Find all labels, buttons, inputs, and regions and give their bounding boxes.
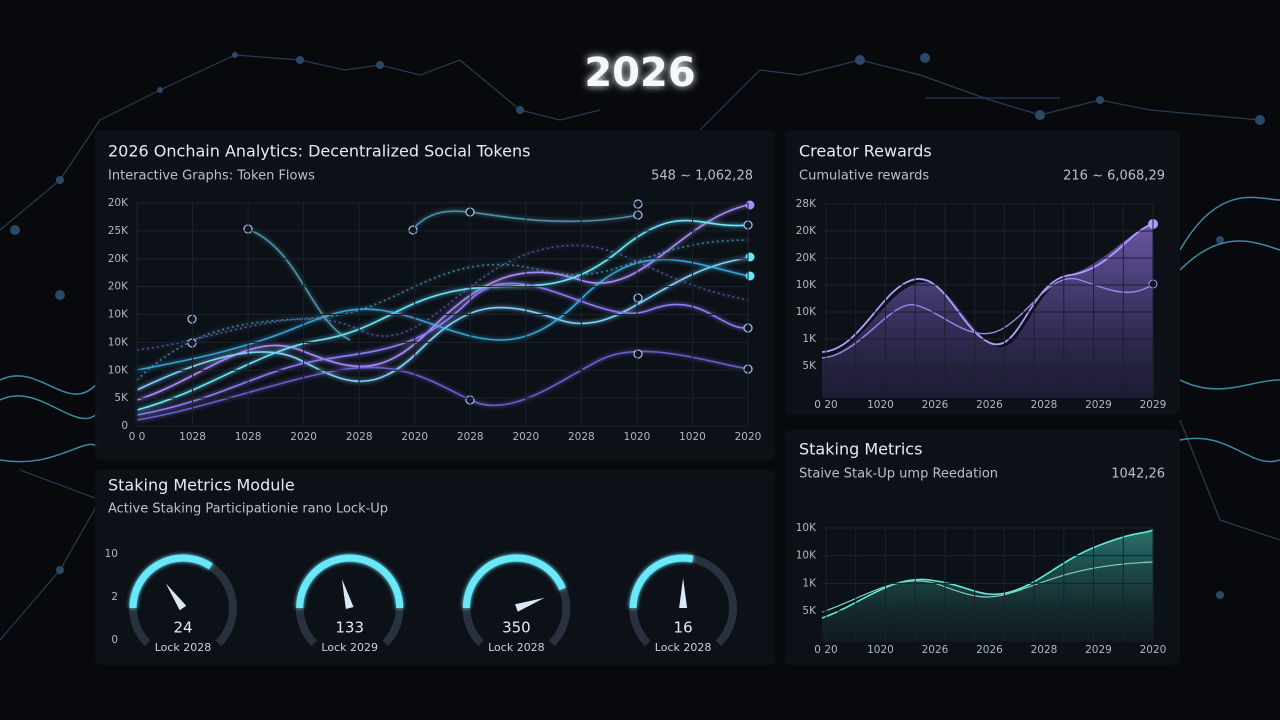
token-flow-lines bbox=[136, 204, 749, 421]
y-tick-label: 1K bbox=[802, 333, 817, 345]
y-tick-label: 5K bbox=[802, 605, 817, 617]
gauge-arc bbox=[296, 554, 404, 609]
x-tick-label: 1028 bbox=[179, 431, 206, 443]
x-tick-label: 0 0 bbox=[129, 431, 146, 443]
y-tick-label: 20K bbox=[108, 197, 129, 209]
y-tick-label: 10K bbox=[108, 336, 129, 348]
page-title: 2026 bbox=[584, 50, 695, 96]
panel-subtitle: Active Staking Participationie rano Lock… bbox=[108, 502, 388, 517]
y-tick-label: 25K bbox=[108, 225, 129, 237]
x-tick-label: 2020 bbox=[735, 431, 762, 443]
x-tick-label: 2028 bbox=[568, 431, 595, 443]
y-tick-label: 20K bbox=[796, 252, 817, 264]
gauge-value: 24 bbox=[173, 619, 192, 637]
y-tick-label: 20K bbox=[108, 253, 129, 265]
background-waves bbox=[0, 196, 1280, 463]
x-tick-label: 1020 bbox=[867, 644, 894, 656]
panel bbox=[95, 470, 775, 665]
gauge-value: 16 bbox=[674, 619, 693, 637]
y-tick-label: 2 bbox=[111, 591, 118, 603]
x-tick-label: 1020 bbox=[679, 431, 706, 443]
y-tick-label: 28K bbox=[796, 198, 817, 210]
y-tick-label: 1K bbox=[802, 577, 817, 589]
panel-title: Staking Metrics bbox=[799, 440, 922, 459]
y-tick-label: 5K bbox=[114, 392, 129, 404]
y-tick-label: 10K bbox=[108, 364, 129, 376]
y-tick-label: 10K bbox=[796, 550, 817, 562]
x-tick-label: 2020 bbox=[401, 431, 428, 443]
gauge-needle bbox=[679, 578, 688, 608]
x-tick-label: 0 20 bbox=[814, 399, 837, 411]
gauge-value: 133 bbox=[335, 619, 364, 637]
x-tick-label: 2026 bbox=[922, 644, 949, 656]
gauge-label: Lock 2028 bbox=[655, 641, 712, 654]
panel-range: 1042,26 bbox=[1111, 467, 1165, 482]
x-tick-label: 2029 bbox=[1085, 644, 1112, 656]
panel-subtitle: Interactive Graphs: Token Flows bbox=[108, 169, 315, 184]
panel-title: 2026 Onchain Analytics: Decentralized So… bbox=[108, 142, 530, 161]
panel bbox=[95, 130, 775, 460]
y-tick-label: 10 bbox=[105, 548, 118, 560]
gauge-label: Lock 2029 bbox=[321, 641, 378, 654]
x-tick-label: 2028 bbox=[457, 431, 484, 443]
gauge-needle bbox=[515, 597, 545, 612]
x-tick-label: 1020 bbox=[867, 399, 894, 411]
panel-subtitle: Staive Stak-Up ump Reedation bbox=[799, 467, 998, 482]
y-tick-label: 10K bbox=[796, 279, 817, 291]
x-tick-label: 2026 bbox=[976, 644, 1003, 656]
gauge-label: Lock 2028 bbox=[488, 641, 545, 654]
x-tick-label: 2020 bbox=[1140, 644, 1167, 656]
y-tick-label: 20K bbox=[108, 281, 129, 293]
gauge-arc bbox=[462, 554, 566, 609]
panel-range: 548 ~ 1,062,28 bbox=[651, 169, 753, 184]
x-tick-label: 2028 bbox=[346, 431, 373, 443]
x-tick-label: 2020 bbox=[290, 431, 317, 443]
x-tick-label: 2026 bbox=[922, 399, 949, 411]
panel-title: Staking Metrics Module bbox=[108, 476, 295, 495]
y-tick-label: 5K bbox=[802, 360, 817, 372]
x-tick-label: 1028 bbox=[235, 431, 262, 443]
labels: 2026 Onchain Analytics: Decentralized So… bbox=[105, 142, 1167, 657]
y-tick-label: 10K bbox=[796, 306, 817, 318]
x-tick-label: 2020 bbox=[512, 431, 539, 443]
gauge-label: Lock 2028 bbox=[155, 641, 212, 654]
y-tick-label: 20K bbox=[796, 225, 817, 237]
panel-title: Creator Rewards bbox=[799, 142, 932, 161]
x-tick-label: 2028 bbox=[1031, 644, 1058, 656]
gauge-needle bbox=[341, 579, 354, 610]
gauge-needle bbox=[165, 583, 187, 611]
y-tick-label: 0 bbox=[111, 634, 118, 646]
gauge-arc bbox=[129, 554, 213, 609]
x-tick-label: 1020 bbox=[624, 431, 651, 443]
x-tick-label: 2029 bbox=[1085, 399, 1112, 411]
x-tick-label: 2028 bbox=[1031, 399, 1058, 411]
panel-range: 216 ~ 6,068,29 bbox=[1063, 169, 1165, 184]
y-tick-label: 0 bbox=[121, 420, 128, 432]
gauge-value: 350 bbox=[502, 619, 531, 637]
x-tick-label: 2026 bbox=[976, 399, 1003, 411]
panel-subtitle: Cumulative rewards bbox=[799, 169, 929, 184]
gauge-arc bbox=[629, 554, 694, 609]
x-tick-label: 0 20 bbox=[814, 644, 837, 656]
background-nodes bbox=[10, 52, 1265, 599]
x-tick-label: 2029 bbox=[1140, 399, 1167, 411]
y-tick-label: 10K bbox=[108, 309, 129, 321]
y-tick-label: 10K bbox=[796, 522, 817, 534]
